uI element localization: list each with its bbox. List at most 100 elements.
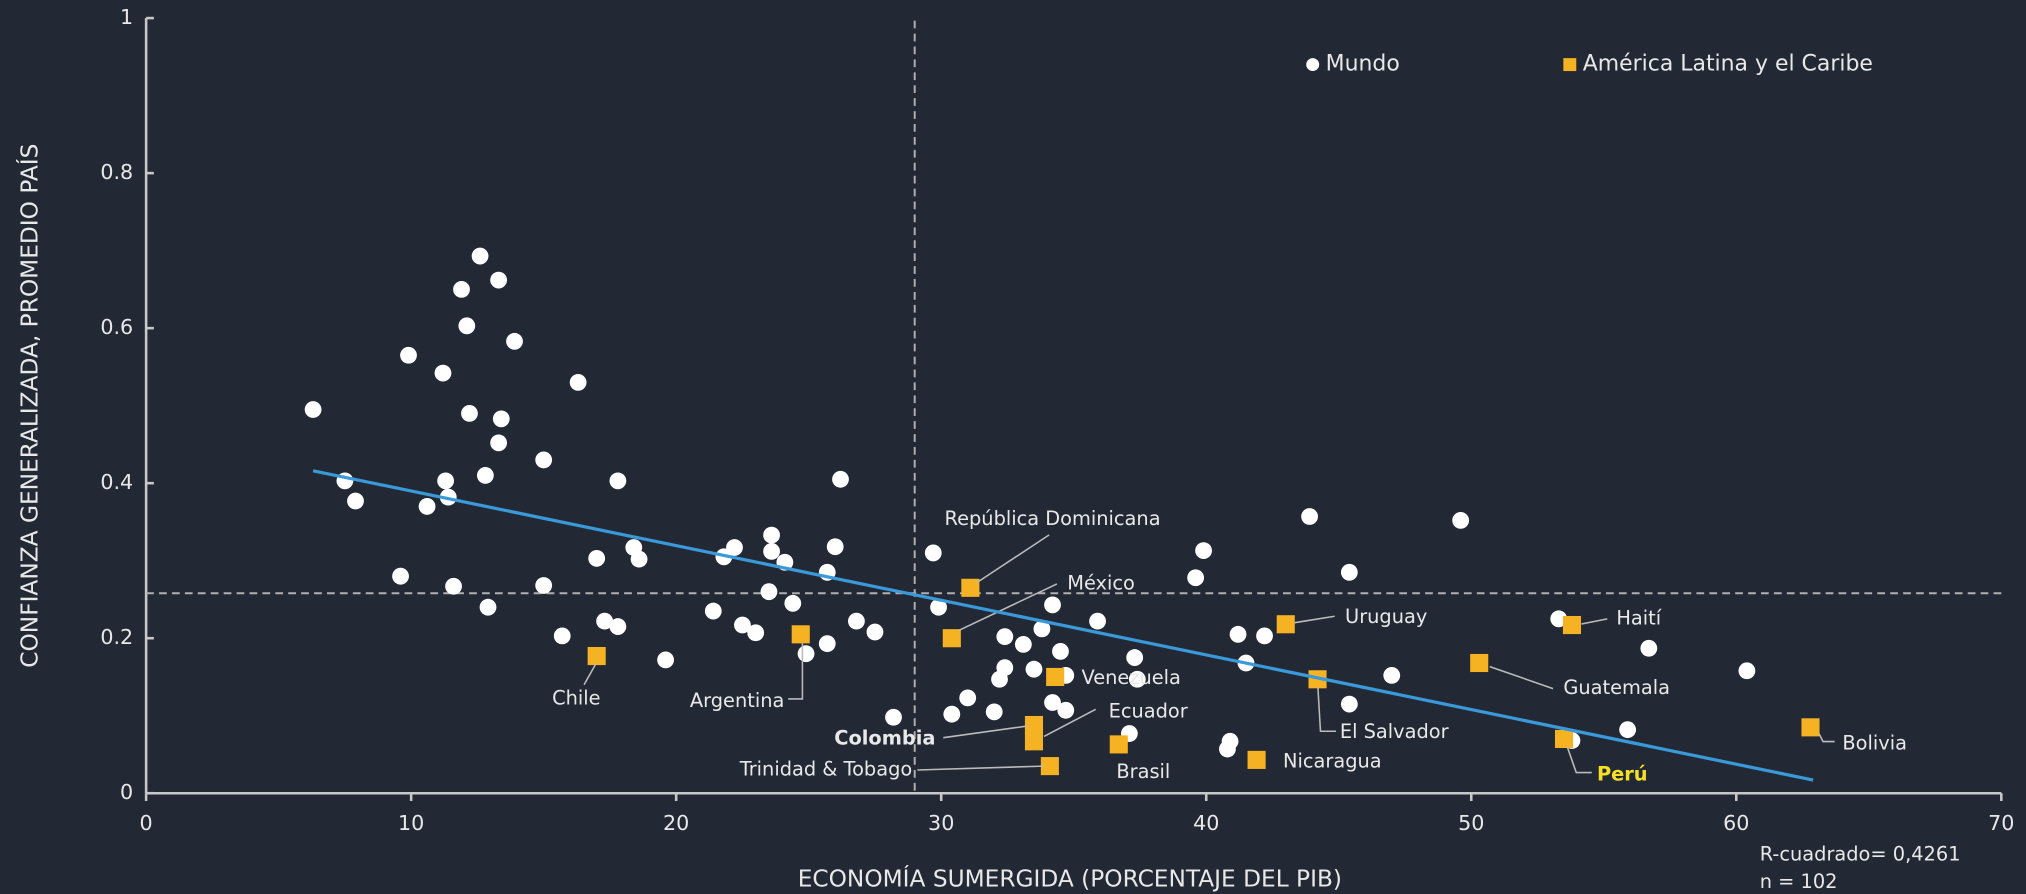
point	[763, 526, 780, 544]
point	[1044, 694, 1061, 711]
point	[797, 645, 815, 663]
point	[1229, 625, 1247, 643]
point	[1044, 596, 1061, 614]
point	[866, 623, 884, 641]
point	[763, 542, 780, 560]
point-label: Ecuador	[1109, 699, 1188, 722]
point	[400, 346, 417, 364]
x-tick-label: 10	[398, 811, 424, 835]
leader-line	[1818, 733, 1835, 743]
point	[535, 577, 553, 594]
point	[1340, 563, 1358, 581]
legend-marker	[1563, 58, 1577, 72]
point	[657, 651, 674, 669]
point	[1126, 649, 1144, 666]
point	[587, 646, 606, 666]
point	[588, 549, 606, 567]
point	[1109, 735, 1128, 754]
point	[734, 616, 751, 634]
legend-label: Mundo	[1326, 52, 1400, 77]
point-label: Haití	[1616, 606, 1661, 629]
point	[596, 612, 614, 630]
point	[747, 624, 765, 642]
point	[818, 635, 836, 653]
point	[458, 317, 476, 335]
leader-line	[958, 583, 1058, 632]
point	[492, 410, 510, 428]
point	[832, 470, 849, 488]
point	[760, 583, 778, 601]
point	[1052, 642, 1069, 660]
point	[1187, 569, 1205, 587]
x-tick-label: 0	[140, 811, 153, 835]
point	[1024, 732, 1044, 751]
point	[985, 703, 1003, 721]
point-label: Trinidad & Tobago	[739, 757, 912, 780]
point	[535, 451, 553, 469]
x-tick-label: 60	[1723, 811, 1749, 835]
point	[347, 492, 364, 510]
legend-marker	[1306, 58, 1320, 72]
point	[1256, 627, 1273, 645]
point	[930, 598, 947, 616]
y-tick-label: 0.8	[100, 160, 133, 184]
y-tick-label: 1	[120, 5, 133, 29]
point	[445, 577, 462, 595]
point	[1014, 636, 1032, 653]
point	[476, 467, 494, 484]
point-label: Chile	[552, 686, 600, 709]
point	[1550, 610, 1568, 628]
point	[553, 627, 571, 645]
leader-line	[976, 534, 1050, 584]
point-label: Perú	[1597, 763, 1648, 786]
point-label: República Dominicana	[945, 507, 1161, 530]
point	[490, 271, 508, 289]
point	[961, 578, 980, 597]
x-tick-label: 70	[1988, 811, 2014, 835]
point	[959, 689, 977, 707]
point	[1383, 667, 1401, 684]
leader-line	[1294, 615, 1335, 624]
point	[490, 434, 508, 452]
point	[1195, 542, 1212, 560]
point	[506, 332, 523, 350]
leader-line	[1317, 687, 1336, 732]
point	[1025, 660, 1043, 678]
point	[1640, 639, 1658, 657]
leader-line	[943, 725, 1028, 739]
x-axis-title: ECONOMÍA SUMERGIDA (PORCENTAJE DEL PIB)	[798, 864, 1342, 892]
point-label: México	[1067, 571, 1135, 594]
annotation: n = 102	[1760, 870, 1838, 893]
point	[1128, 670, 1146, 688]
point	[1470, 653, 1489, 673]
point	[630, 550, 648, 568]
leader-line	[1043, 708, 1097, 738]
point	[943, 705, 961, 723]
leader-line	[788, 643, 804, 700]
y-tick-label: 0	[120, 780, 133, 804]
point	[453, 280, 470, 298]
point-label: Guatemala	[1563, 676, 1670, 699]
y-axis-title: CONFIANZA GENERALIZADA, PROMEDIO PAÍS	[16, 144, 44, 668]
point	[1024, 715, 1044, 735]
point	[1554, 729, 1574, 749]
point-label: Nicaragua	[1283, 750, 1382, 773]
point	[848, 612, 865, 630]
point	[609, 472, 627, 490]
point-label: Venezuela	[1081, 666, 1180, 689]
point-label: Bolivia	[1842, 732, 1907, 755]
legend-label: América Latina y el Caribe	[1583, 52, 1873, 77]
annotation: R-cuadrado= 0,4261	[1760, 843, 1961, 866]
leader-line	[1566, 746, 1592, 774]
y-tick-label: 0.6	[100, 315, 133, 339]
point	[471, 247, 489, 265]
point	[304, 401, 322, 418]
point	[885, 708, 902, 726]
point	[569, 374, 587, 391]
point	[1301, 508, 1318, 525]
point	[418, 498, 436, 515]
point	[826, 538, 844, 556]
point	[1738, 662, 1756, 680]
